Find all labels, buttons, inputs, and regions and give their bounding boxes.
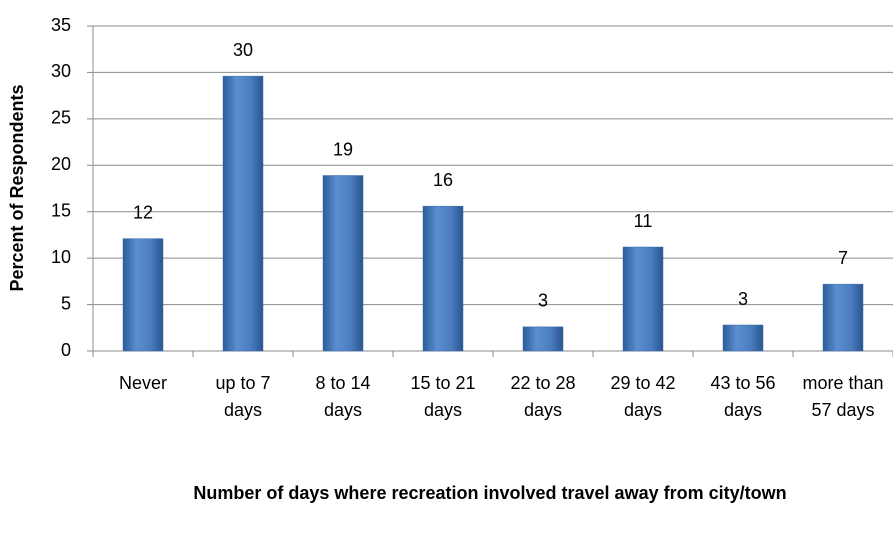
bar bbox=[722, 324, 764, 352]
data-label: 11 bbox=[634, 211, 653, 231]
y-tick-label: 0 bbox=[61, 340, 71, 360]
y-tick-label: 10 bbox=[51, 247, 71, 267]
x-tick-label: 8 to 14 days bbox=[315, 373, 371, 420]
bar bbox=[222, 75, 264, 352]
x-tick-label: Never bbox=[118, 373, 167, 393]
data-label: 7 bbox=[838, 248, 848, 268]
bar bbox=[622, 246, 664, 352]
y-axis-title: Percent of Respondents bbox=[7, 84, 27, 291]
bar bbox=[322, 175, 364, 352]
bar bbox=[422, 205, 464, 352]
data-label: 3 bbox=[538, 291, 548, 311]
data-label: 12 bbox=[133, 202, 153, 222]
x-tick-label: more than 57 days bbox=[802, 373, 884, 420]
x-tick-label: 29 to 42 days bbox=[610, 373, 676, 420]
data-label: 3 bbox=[738, 289, 748, 309]
x-tick-label: 22 to 28 days bbox=[510, 373, 576, 420]
x-tick-label: 43 to 56 days bbox=[710, 373, 776, 420]
y-tick-label: 20 bbox=[51, 154, 71, 174]
y-tick-label: 25 bbox=[51, 108, 71, 128]
bar bbox=[822, 283, 864, 352]
y-tick-label: 15 bbox=[51, 200, 71, 220]
bar bbox=[522, 326, 564, 352]
data-label: 30 bbox=[233, 40, 253, 60]
x-tick-label: up to 7 days bbox=[215, 373, 271, 420]
bar bbox=[122, 238, 164, 352]
y-tick-label: 5 bbox=[61, 293, 71, 313]
data-label: 16 bbox=[433, 170, 453, 190]
y-tick-label: 35 bbox=[51, 15, 71, 35]
x-axis-title: Number of days where recreation involved… bbox=[193, 483, 787, 503]
y-tick-label: 30 bbox=[51, 61, 71, 81]
x-tick-label: 15 to 21 days bbox=[410, 373, 476, 420]
data-label: 19 bbox=[333, 139, 353, 159]
